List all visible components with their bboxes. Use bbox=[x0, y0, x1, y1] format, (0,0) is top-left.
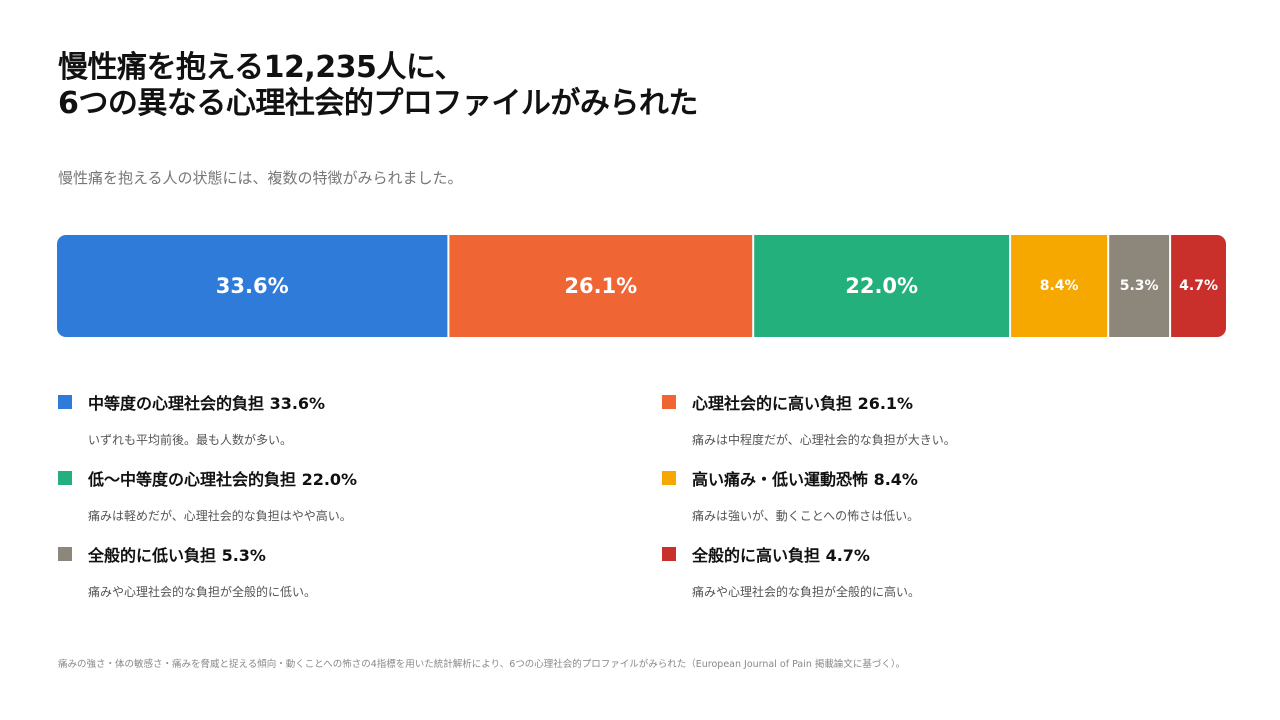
title-line-2: 6つの異なる心理社会的プロファイルがみられた bbox=[58, 86, 698, 121]
legend-title: 全般的に低い負担 5.3% bbox=[88, 546, 266, 565]
legend-swatch bbox=[58, 547, 72, 561]
legend-description: いずれも平均前後。最も人数が多い。 bbox=[88, 433, 293, 447]
legend-title: 中等度の心理社会的負担 33.6% bbox=[88, 394, 326, 413]
stacked-bar-svg: 33.6% 26.1% 22.0% 8.4% 5.3% 4.7% bbox=[57, 235, 1226, 337]
bar-segment bbox=[1171, 235, 1226, 337]
bar-data-label: 33.6% bbox=[216, 274, 289, 298]
title-line-1: 慢性痛を抱える12,235人に、 bbox=[58, 50, 464, 85]
legend-description: 痛みは軽めだが、心理社会的な負担はやや高い。 bbox=[88, 509, 352, 523]
bar-data-label: 22.0% bbox=[845, 274, 918, 298]
legend-description: 痛みは強いが、動くことへの怖さは低い。 bbox=[692, 509, 920, 523]
stacked-bar-chart: 33.6% 26.1% 22.0% 8.4% 5.3% 4.7% bbox=[57, 235, 1226, 337]
legend-swatch bbox=[662, 395, 676, 409]
legend-title: 高い痛み・低い運動恐怖 8.4% bbox=[692, 470, 918, 489]
legend: 中等度の心理社会的負担 33.6% いずれも平均前後。最も人数が多い。 心理社会… bbox=[58, 386, 1238, 616]
bar-segment bbox=[1011, 235, 1108, 337]
legend-swatch bbox=[662, 471, 676, 485]
bar-data-label: 5.3% bbox=[1120, 278, 1159, 294]
legend-swatch bbox=[662, 547, 676, 561]
legend-description: 痛みや心理社会的な負担が全般的に高い。 bbox=[692, 585, 921, 599]
footnote: 痛みの強さ・体の敏感さ・痛みを脅威と捉える傾向・動くことへの怖さの4指標を用いた… bbox=[58, 659, 906, 670]
legend-description: 痛みは中程度だが、心理社会的な負担が大きい。 bbox=[692, 433, 956, 447]
legend-swatch bbox=[58, 395, 72, 409]
legend-description: 痛みや心理社会的な負担が全般的に低い。 bbox=[88, 585, 317, 599]
bar-segment bbox=[1109, 235, 1170, 337]
bar-segment bbox=[754, 235, 1010, 337]
bar-data-label: 8.4% bbox=[1040, 278, 1079, 294]
page-title: 慢性痛を抱える12,235人に、 6つの異なる心理社会的プロファイルがみられた bbox=[58, 50, 698, 122]
legend-swatch bbox=[58, 471, 72, 485]
page-subtitle: 慢性痛を抱える人の状態には、複数の特徴がみられました。 bbox=[58, 169, 463, 187]
legend-title: 全般的に高い負担 4.7% bbox=[692, 546, 870, 565]
bar-data-label: 26.1% bbox=[564, 274, 637, 298]
bar-segment bbox=[449, 235, 753, 337]
bar-segment bbox=[57, 235, 448, 337]
legend-title: 心理社会的に高い負担 26.1% bbox=[692, 394, 914, 413]
bar-data-label: 4.7% bbox=[1179, 278, 1218, 294]
legend-title: 低〜中等度の心理社会的負担 22.0% bbox=[88, 470, 358, 489]
